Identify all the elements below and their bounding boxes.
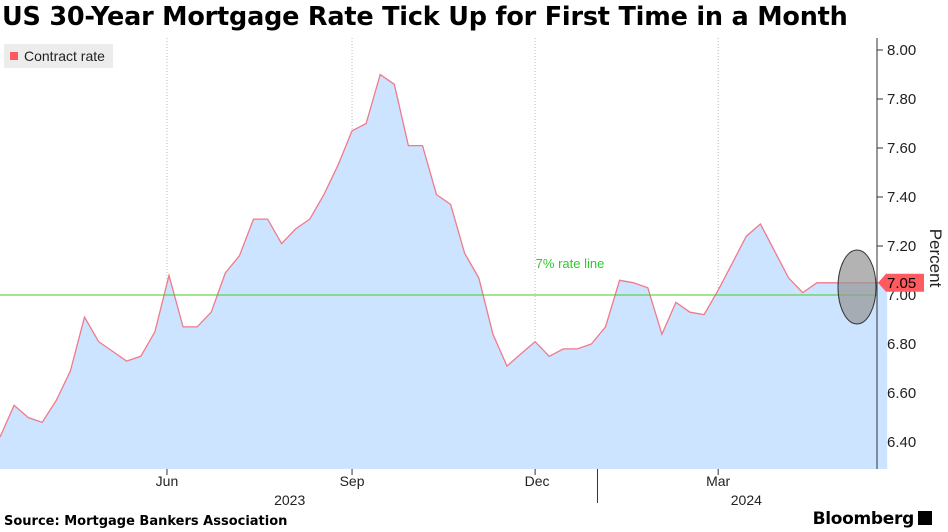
y-axis-title: Percent xyxy=(926,229,945,288)
highlight-ellipse xyxy=(837,249,877,325)
legend: Contract rate xyxy=(4,44,113,68)
y-tick-label: 7.80 xyxy=(887,91,916,108)
y-tick-label: 8.00 xyxy=(887,42,916,59)
source-note: Source: Mortgage Bankers Association xyxy=(4,514,288,529)
y-tick-label: 6.40 xyxy=(887,434,916,451)
y-tick-label: 7.60 xyxy=(887,140,916,157)
series-area xyxy=(0,74,888,469)
x-year-label: 2023 xyxy=(274,492,305,508)
chart-title: US 30-Year Mortgage Rate Tick Up for Fir… xyxy=(2,2,848,32)
brand-icon xyxy=(918,511,932,525)
reference-line-label: 7% rate line xyxy=(536,256,605,271)
last-value-tag xyxy=(878,273,924,292)
y-tick-label: 7.20 xyxy=(887,238,916,255)
last-value-label: 7.05 xyxy=(887,275,916,292)
y-tick-label: 6.80 xyxy=(887,336,916,353)
x-year-label: 2024 xyxy=(731,492,762,508)
brand-logo: Bloomberg xyxy=(812,509,915,529)
series-line xyxy=(0,73,888,438)
legend-label: Contract rate xyxy=(24,48,105,64)
legend-swatch xyxy=(10,52,18,60)
x-tick-label: Dec xyxy=(525,473,550,489)
x-tick-label: Mar xyxy=(706,473,730,489)
y-tick-label: 6.60 xyxy=(887,385,916,402)
x-tick-label: Jun xyxy=(156,473,179,489)
x-tick-label: Sep xyxy=(340,473,365,489)
y-tick-label: 7.40 xyxy=(887,189,916,206)
